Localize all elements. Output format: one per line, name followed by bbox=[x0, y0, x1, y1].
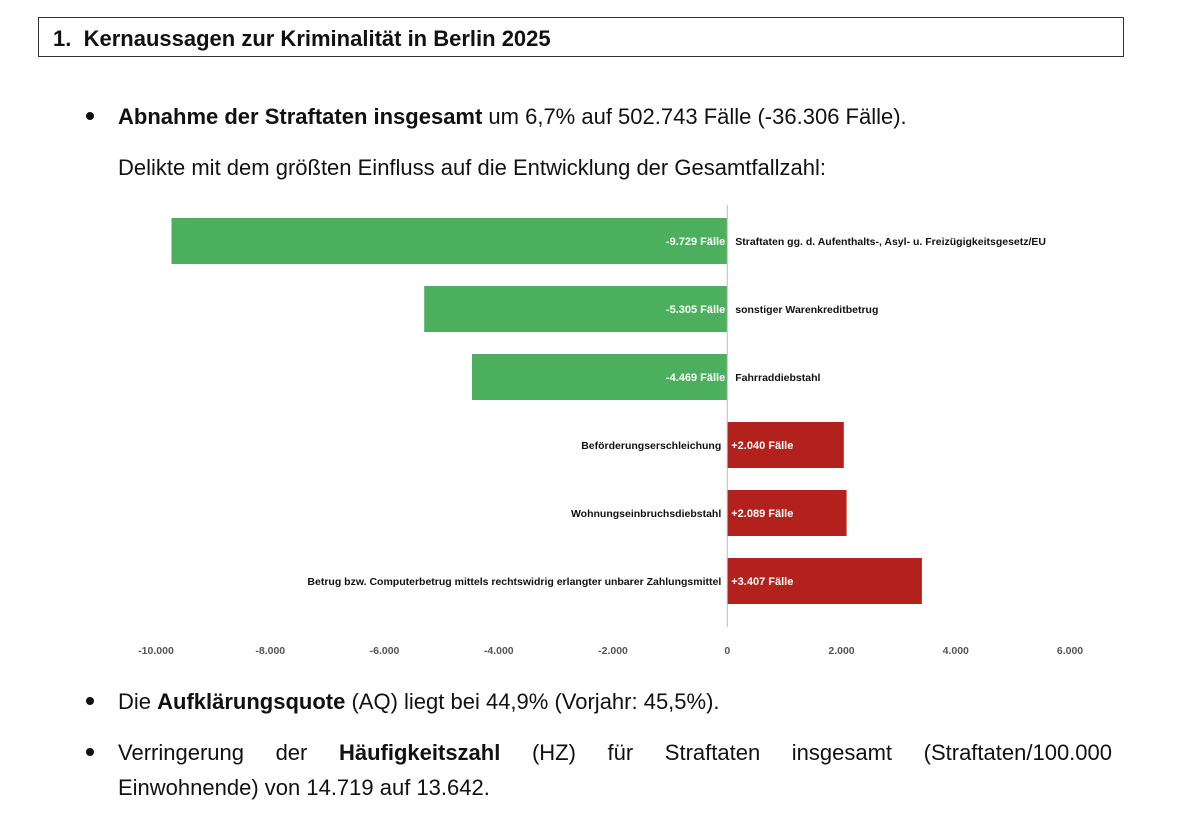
bullet3-pre: Verringerung der bbox=[118, 740, 339, 765]
bullet1-text: um 6,7% auf 502.743 Fälle (-36.306 Fälle… bbox=[482, 104, 907, 129]
chart-intro-text: Delikte mit dem größten Einfluss auf die… bbox=[118, 155, 826, 180]
x-tick-label-4: -2.000 bbox=[598, 645, 628, 655]
bullet2-bold: Aufklärungsquote bbox=[157, 689, 346, 714]
bar-4 bbox=[727, 490, 847, 536]
bullet-frequency-line2: Einwohnende) von 14.719 auf 13.642. bbox=[118, 775, 490, 800]
bullet-dot-icon bbox=[86, 112, 94, 121]
bullet-dot-icon bbox=[86, 697, 94, 706]
bullet-dot-icon bbox=[86, 748, 94, 757]
bullet-frequency-dot-row bbox=[86, 736, 118, 770]
x-tick-label-6: 2.000 bbox=[828, 645, 854, 655]
x-tick-label-2: -6.000 bbox=[370, 645, 400, 655]
data-label-3: +2.040 Fälle bbox=[731, 440, 793, 452]
category-label-5: Betrug bzw. Computerbetrug mittels recht… bbox=[307, 576, 721, 588]
category-label-2: Fahrraddiebstahl bbox=[735, 372, 820, 384]
data-label-5: +3.407 Fälle bbox=[731, 576, 793, 588]
bullet-total-crimes: Abnahme der Straftaten insgesamt um 6,7%… bbox=[86, 100, 907, 134]
x-tick-label-1: -8.000 bbox=[255, 645, 285, 655]
bar-3 bbox=[727, 422, 844, 468]
x-tick-label-8: 6.000 bbox=[1057, 645, 1083, 655]
bullet3-text: (HZ) für Straftaten insgesamt (Straftate… bbox=[500, 740, 1112, 765]
bullet1-bold: Abnahme der Straftaten insgesamt bbox=[118, 104, 483, 129]
bullet3-bold: Häufigkeitszahl bbox=[338, 740, 501, 765]
bar-2 bbox=[471, 354, 728, 400]
x-tick-label-3: -4.000 bbox=[484, 645, 514, 655]
section-heading-box: 1. Kernaussagen zur Kriminalität in Berl… bbox=[38, 17, 1124, 57]
bullet-frequency-line1: Verringerung der Häufigkeitszahl (HZ) fü… bbox=[118, 736, 1112, 770]
crime-change-bar-chart: -9.729 Fälle Straftaten gg. d. Aufenthalt… bbox=[138, 205, 1083, 655]
data-label-2: -4.469 Fälle bbox=[666, 372, 725, 384]
bar-1 bbox=[424, 286, 728, 332]
x-tick-label-7: 4.000 bbox=[943, 645, 969, 655]
data-label-4: +2.089 Fälle bbox=[731, 508, 793, 520]
bar-0 bbox=[171, 218, 728, 264]
heading-title: Kernaussagen zur Kriminalität in Berlin … bbox=[83, 26, 551, 51]
section-heading: 1. Kernaussagen zur Kriminalität in Berl… bbox=[53, 26, 551, 52]
data-label-0: -9.729 Fälle bbox=[666, 236, 725, 248]
heading-number: 1. bbox=[53, 26, 72, 51]
bullet2-pre: Die bbox=[118, 689, 158, 714]
x-tick-label-0: -10.000 bbox=[138, 645, 174, 655]
category-label-3: Beförderungserschleichung bbox=[581, 440, 721, 452]
bullet2-text: (AQ) liegt bei 44,9% (Vorjahr: 45,5%). bbox=[345, 689, 720, 714]
bar-5 bbox=[727, 558, 922, 604]
x-tick-label-5: 0 bbox=[724, 645, 730, 655]
bullet-clearance-rate: Die Aufklärungsquote (AQ) liegt bei 44,9… bbox=[86, 685, 720, 719]
category-label-4: Wohnungseinbruchsdiebstahl bbox=[571, 508, 721, 520]
category-label-1: sonstiger Warenkreditbetrug bbox=[735, 304, 878, 316]
category-label-0: Straftaten gg. d. Aufenthalts-, Asyl- u.… bbox=[735, 236, 1046, 248]
data-label-1: -5.305 Fälle bbox=[666, 304, 725, 316]
